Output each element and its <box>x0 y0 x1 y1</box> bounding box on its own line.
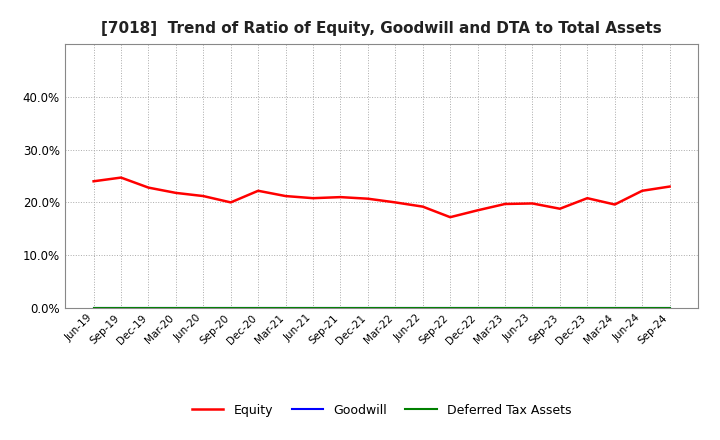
Deferred Tax Assets <box>226 305 235 311</box>
Equity <box>144 185 153 190</box>
Goodwill <box>89 305 98 311</box>
Goodwill <box>171 305 180 311</box>
Equity <box>611 202 619 207</box>
Equity <box>556 206 564 211</box>
Goodwill <box>117 305 125 311</box>
Legend: Equity, Goodwill, Deferred Tax Assets: Equity, Goodwill, Deferred Tax Assets <box>187 399 576 422</box>
Deferred Tax Assets <box>117 305 125 311</box>
Deferred Tax Assets <box>254 305 263 311</box>
Goodwill <box>254 305 263 311</box>
Equity <box>282 194 290 199</box>
Goodwill <box>665 305 674 311</box>
Deferred Tax Assets <box>336 305 345 311</box>
Deferred Tax Assets <box>171 305 180 311</box>
Goodwill <box>309 305 318 311</box>
Goodwill <box>583 305 592 311</box>
Equity <box>583 195 592 201</box>
Deferred Tax Assets <box>611 305 619 311</box>
Equity <box>638 188 647 194</box>
Deferred Tax Assets <box>528 305 537 311</box>
Goodwill <box>473 305 482 311</box>
Equity <box>171 190 180 195</box>
Equity <box>254 188 263 194</box>
Deferred Tax Assets <box>556 305 564 311</box>
Equity <box>89 179 98 184</box>
Deferred Tax Assets <box>364 305 372 311</box>
Goodwill <box>611 305 619 311</box>
Deferred Tax Assets <box>282 305 290 311</box>
Equity <box>336 194 345 200</box>
Equity <box>473 208 482 213</box>
Deferred Tax Assets <box>418 305 427 311</box>
Equity <box>418 204 427 209</box>
Line: Equity: Equity <box>94 178 670 217</box>
Goodwill <box>199 305 207 311</box>
Goodwill <box>556 305 564 311</box>
Deferred Tax Assets <box>446 305 454 311</box>
Deferred Tax Assets <box>638 305 647 311</box>
Deferred Tax Assets <box>473 305 482 311</box>
Equity <box>665 184 674 189</box>
Goodwill <box>336 305 345 311</box>
Deferred Tax Assets <box>199 305 207 311</box>
Equity <box>391 200 400 205</box>
Equity <box>528 201 537 206</box>
Equity <box>364 196 372 202</box>
Goodwill <box>500 305 509 311</box>
Deferred Tax Assets <box>500 305 509 311</box>
Equity <box>309 195 318 201</box>
Equity <box>117 175 125 180</box>
Equity <box>226 200 235 205</box>
Goodwill <box>638 305 647 311</box>
Goodwill <box>418 305 427 311</box>
Deferred Tax Assets <box>89 305 98 311</box>
Deferred Tax Assets <box>309 305 318 311</box>
Goodwill <box>144 305 153 311</box>
Goodwill <box>446 305 454 311</box>
Deferred Tax Assets <box>391 305 400 311</box>
Deferred Tax Assets <box>583 305 592 311</box>
Deferred Tax Assets <box>665 305 674 311</box>
Goodwill <box>226 305 235 311</box>
Equity <box>199 194 207 199</box>
Deferred Tax Assets <box>144 305 153 311</box>
Goodwill <box>391 305 400 311</box>
Goodwill <box>528 305 537 311</box>
Goodwill <box>364 305 372 311</box>
Goodwill <box>282 305 290 311</box>
Equity <box>446 215 454 220</box>
Equity <box>500 202 509 207</box>
Title: [7018]  Trend of Ratio of Equity, Goodwill and DTA to Total Assets: [7018] Trend of Ratio of Equity, Goodwil… <box>102 21 662 36</box>
